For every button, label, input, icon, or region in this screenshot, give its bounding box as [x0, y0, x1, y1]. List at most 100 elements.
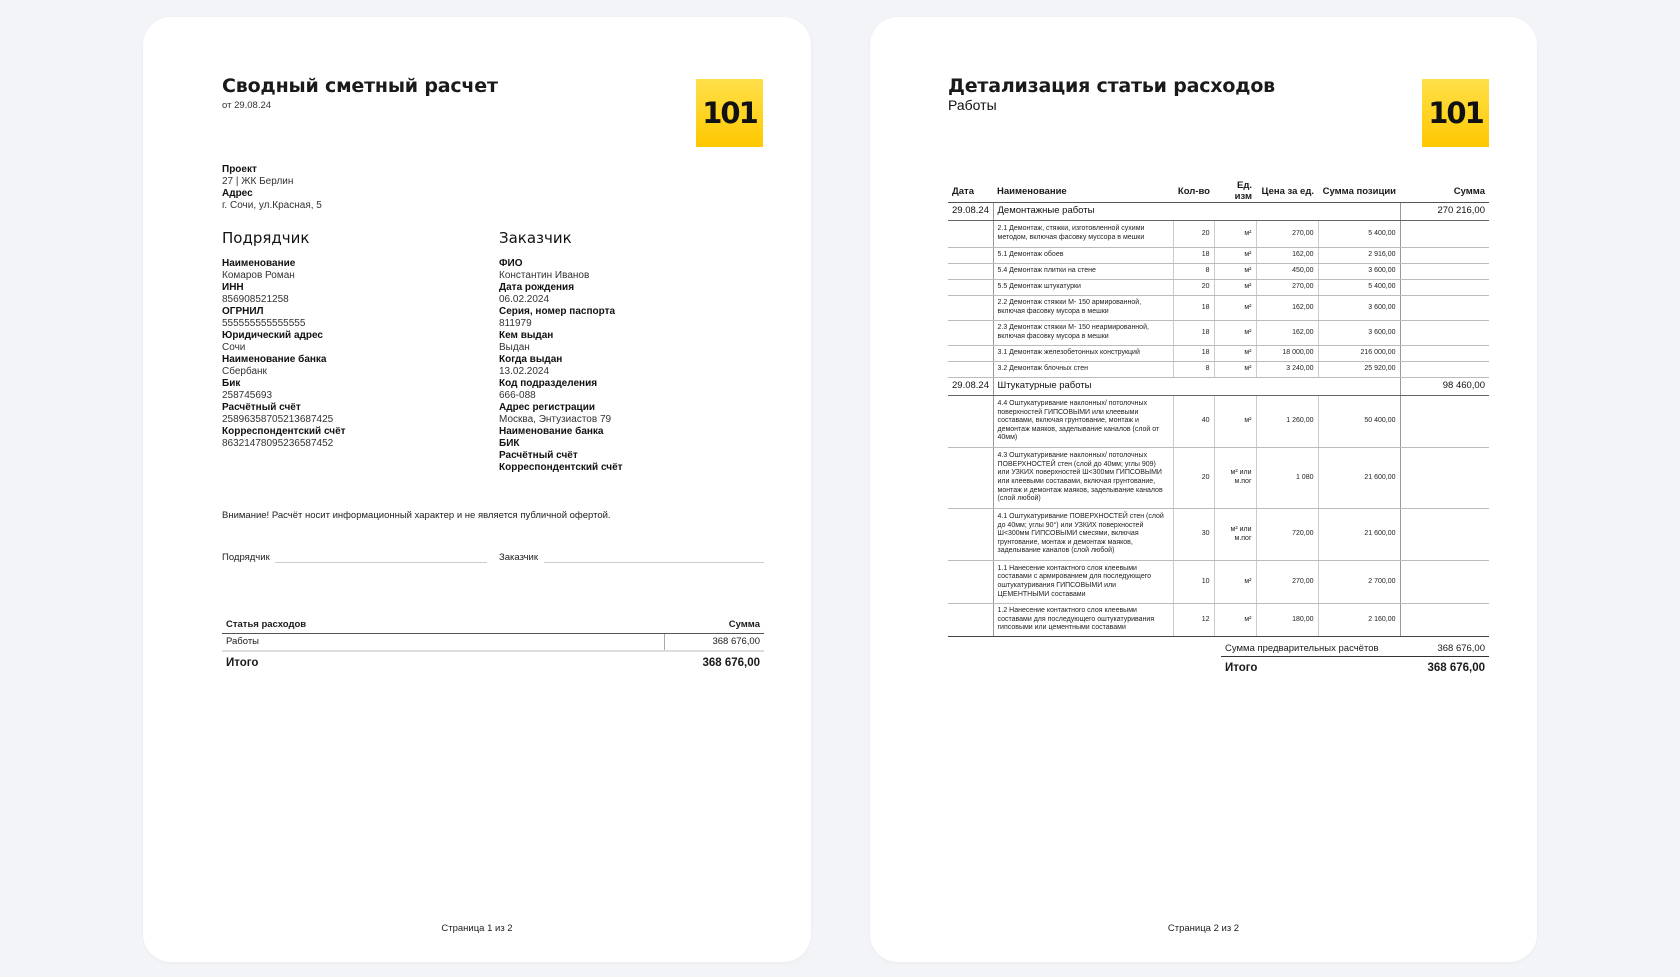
field-label: Кем выдан — [499, 330, 554, 341]
row-date-empty — [948, 560, 994, 604]
item-qty: 20 — [1172, 220, 1214, 248]
field-label: Наименование банка — [499, 426, 604, 437]
row-date-empty — [948, 447, 994, 509]
row-sum-empty — [1399, 247, 1489, 264]
table-row: 5.4 Демонтаж плитки на стене 8 м² 450,00 3 6… — [948, 263, 1489, 280]
row-sum-empty — [1399, 279, 1489, 296]
row-date-empty — [948, 508, 994, 561]
item-price: 270,00 — [1255, 560, 1318, 604]
row-sum-empty — [1399, 295, 1489, 321]
field-value: Константин Иванов — [499, 270, 590, 281]
row-sum-empty — [1399, 345, 1489, 362]
group-row: 29.08.24 Демонтажные работы 270 216,00 — [948, 202, 1489, 221]
item-qty: 12 — [1172, 603, 1214, 637]
field-value: Сбербанк — [222, 366, 267, 377]
contractor-heading: Подрядчик — [222, 229, 310, 247]
item-unit: м² — [1213, 345, 1256, 362]
item-name: 2.3 Демонтаж стяжки М- 150 неармированно… — [993, 320, 1173, 346]
address-label: Адрес — [222, 188, 253, 199]
total-row: Итого 368 676,00 — [222, 651, 764, 673]
project-value: 27 | ЖК Берлин — [222, 176, 294, 187]
expense-summary-table: Статья расходов Сумма Работы 368 676,00 … — [222, 617, 764, 673]
table-row: 2.2 Демонтаж стяжки М- 150 армированной,… — [948, 295, 1489, 321]
sign-contractor-label: Подрядчик — [222, 552, 270, 563]
table-row: 2.3 Демонтаж стяжки М- 150 неармированно… — [948, 320, 1489, 346]
field-label: БИК — [499, 438, 520, 449]
table-row: 5.5 Демонтаж штукатурки 20 м² 270,00 5 400,0… — [948, 279, 1489, 296]
item-qty: 18 — [1172, 345, 1214, 362]
table-row: 2.1 Демонтаж, стяжки, изготовленной сухи… — [948, 220, 1489, 248]
group-sum: 270 216,00 — [1399, 202, 1489, 221]
item-name: 4.1 Оштукатуривание ПОВЕРХНОСТЕЙ стен (с… — [993, 508, 1173, 561]
presum-label: Сумма предварительных расчётов — [1225, 643, 1379, 654]
field-label: ИНН — [222, 282, 244, 293]
item-qty: 8 — [1172, 361, 1214, 378]
column-header: Ед. изм — [1214, 180, 1256, 203]
table-row: 1.1 Нанесение контактного слоя клеевыми … — [948, 560, 1489, 604]
item-unit: м² — [1213, 361, 1256, 378]
field-label: Юридический адрес — [222, 330, 323, 341]
table-row: Работы 368 676,00 — [222, 633, 764, 652]
page-number: Страница 2 из 2 — [1167, 923, 1240, 934]
item-position-sum: 3 600,00 — [1317, 295, 1400, 321]
item-unit: м² или м.пог — [1213, 447, 1256, 509]
item-position-sum: 216 000,00 — [1317, 345, 1400, 362]
item-unit: м² — [1213, 247, 1256, 264]
field-value: Выдан — [499, 342, 530, 353]
item-qty: 18 — [1172, 247, 1214, 264]
item-position-sum: 25 920,00 — [1317, 361, 1400, 378]
group-row: 29.08.24 Штукатурные работы 98 460,00 — [948, 377, 1489, 396]
field-label: ОГРНИЛ — [222, 306, 264, 317]
row-date-empty — [948, 279, 994, 296]
expense-sum: 368 676,00 — [663, 633, 764, 652]
item-name: 4.3 Оштукатуривание наклонных/ потолочны… — [993, 447, 1173, 509]
table-row: 4.1 Оштукатуривание ПОВЕРХНОСТЕЙ стен (с… — [948, 508, 1489, 561]
group-date: 29.08.24 — [948, 377, 994, 396]
item-qty: 20 — [1172, 447, 1214, 509]
item-qty: 8 — [1172, 263, 1214, 280]
page-title: Детализация статьи расходов — [948, 75, 1276, 97]
item-price: 720,00 — [1255, 508, 1318, 561]
col-sum: Сумма — [664, 617, 764, 634]
detail-section: Дата Наименование Кол-во Ед. изм Цена за ед.… — [948, 180, 1489, 674]
company-logo: 101 — [696, 79, 763, 147]
row-date-empty — [948, 395, 994, 448]
item-unit: м² — [1213, 220, 1256, 248]
table-row: 3.1 Демонтаж железобетонных конструкций 1… — [948, 345, 1489, 362]
item-position-sum: 2 916,00 — [1317, 247, 1400, 264]
field-label: Серия, номер паспорта — [499, 306, 616, 317]
field-value: Комаров Роман — [222, 270, 295, 281]
item-name: 4.4 Оштукатуривание наклонных/ потолочны… — [993, 395, 1173, 448]
item-name: 2.1 Демонтаж, стяжки, изготовленной сухи… — [993, 220, 1173, 248]
item-price: 3 240,00 — [1255, 361, 1318, 378]
item-qty: 20 — [1172, 279, 1214, 296]
field-value: 811979 — [499, 318, 532, 329]
column-header: Цена за ед. — [1256, 180, 1318, 203]
row-sum-empty — [1399, 447, 1489, 509]
item-price: 180,00 — [1255, 603, 1318, 637]
contractor-fields: Наименование Комаров Роман ИНН 856908521258… — [222, 258, 346, 450]
table-row: 3.2 Демонтаж блочных стен 8 м² 3 240,00 25 9… — [948, 361, 1489, 378]
field-value: 666-088 — [499, 390, 536, 401]
item-price: 270,00 — [1255, 220, 1318, 248]
item-position-sum: 5 400,00 — [1317, 279, 1400, 296]
group-date: 29.08.24 — [948, 202, 994, 221]
customer-signature-line — [544, 562, 764, 563]
field-label: Наименование — [222, 258, 296, 269]
total-value: 368 676,00 — [1427, 662, 1485, 674]
item-position-sum: 5 400,00 — [1317, 220, 1400, 248]
field-value: Сочи — [222, 342, 246, 353]
expense-detail-table: Дата Наименование Кол-во Ед. изм Цена за ед.… — [948, 180, 1489, 637]
row-date-empty — [948, 361, 994, 378]
table-row: 4.4 Оштукатуривание наклонных/ потолочны… — [948, 395, 1489, 448]
item-qty: 30 — [1172, 508, 1214, 561]
item-unit: м² — [1213, 560, 1256, 604]
row-sum-empty — [1399, 395, 1489, 448]
table-row: 4.3 Оштукатуривание наклонных/ потолочны… — [948, 447, 1489, 509]
field-value: 258745693 — [222, 390, 273, 401]
field-label: Код подразделения — [499, 378, 598, 389]
total-row: Итого 368 676,00 — [1221, 662, 1489, 674]
total-value: 368 676,00 — [702, 656, 760, 669]
field-value: Москва, Энтузиастов 79 — [499, 414, 612, 425]
row-sum-empty — [1399, 508, 1489, 561]
